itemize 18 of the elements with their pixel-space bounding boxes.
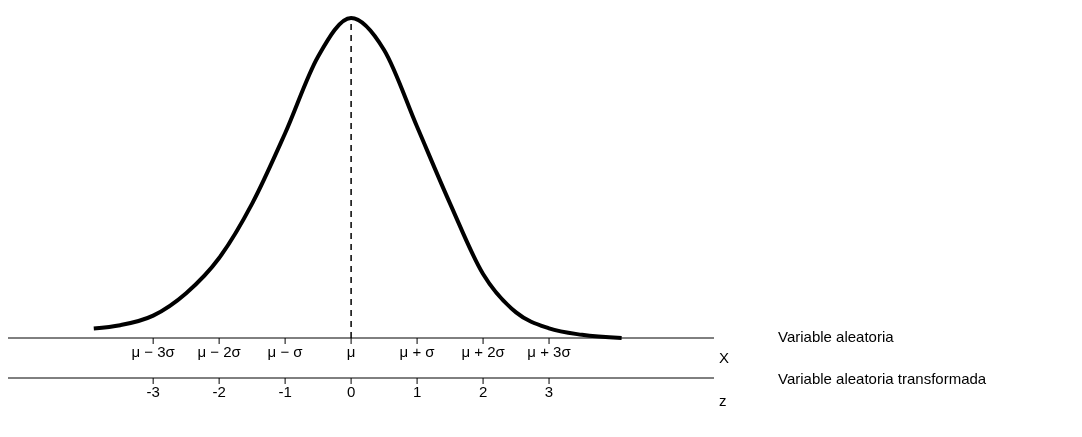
x-tick-label: μ − 3σ — [131, 342, 176, 360]
x2-tick-label: 0 — [346, 382, 356, 400]
x2-tick-label: -3 — [146, 382, 160, 400]
x2-axis-title: z — [719, 391, 727, 409]
x-tick-label: μ − σ — [267, 342, 304, 360]
x-tick-label: μ + σ — [399, 342, 436, 360]
x2-tick-label: -2 — [212, 382, 226, 400]
x-axis-title: X — [719, 349, 730, 367]
x-tick-label: μ — [346, 342, 356, 360]
text: Variable aleatoria — [778, 328, 894, 345]
x-tick-label: μ − 2σ — [197, 342, 242, 360]
x2-tick-label: 1 — [412, 382, 422, 400]
x2-tick-label: 2 — [478, 382, 488, 400]
x2-tick-label: 3 — [544, 382, 554, 400]
x-tick-label: μ + 3σ — [527, 342, 572, 360]
x-tick-label: μ + 2σ — [461, 342, 506, 360]
text: Variable aleatoria transformada — [778, 370, 987, 387]
x2-tick-label: -1 — [278, 382, 292, 400]
